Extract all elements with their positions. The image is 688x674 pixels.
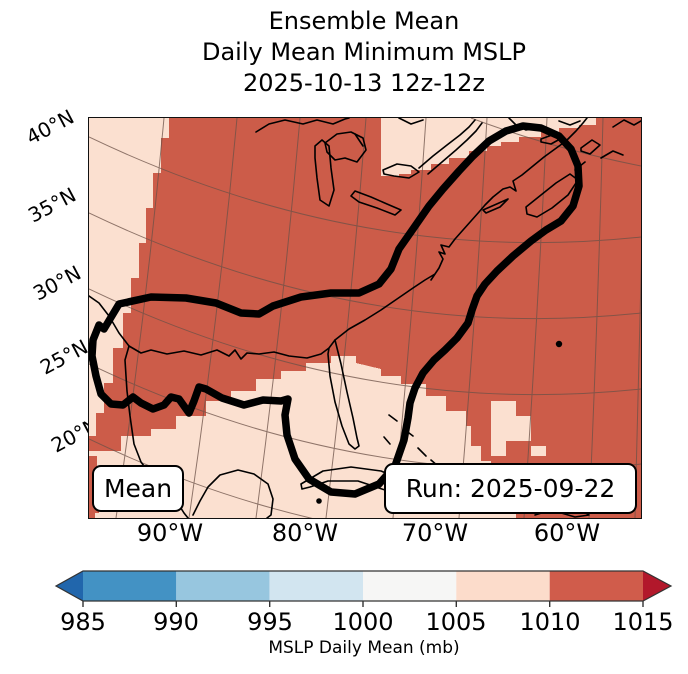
parallel-45n bbox=[470, 118, 641, 167]
colorbar-over-arrow bbox=[643, 571, 671, 601]
meridian-70w bbox=[458, 118, 488, 518]
cape-breton-island bbox=[580, 139, 601, 155]
coast-newfoundland bbox=[612, 119, 641, 128]
meridian-95w bbox=[115, 118, 165, 518]
colorbar-tickmarks bbox=[82, 601, 644, 607]
meridian-55w bbox=[634, 274, 641, 518]
lake-superior bbox=[255, 118, 350, 133]
meridian-60w bbox=[588, 118, 604, 518]
lat-label-30n: 30°N bbox=[29, 260, 85, 306]
cb-tick-1005: 1005 bbox=[425, 608, 487, 636]
cb-tick-985: 985 bbox=[60, 608, 106, 636]
georgian-bay bbox=[354, 133, 364, 147]
title-line-1: Ensemble Mean bbox=[268, 7, 460, 35]
low-band-patch-b bbox=[531, 446, 546, 456]
parallel-40n bbox=[89, 136, 641, 244]
isle-of-youth bbox=[316, 498, 322, 504]
map-axes bbox=[88, 117, 642, 519]
lake-huron bbox=[324, 131, 367, 163]
coast-atlantic-seaboard bbox=[334, 118, 588, 341]
figure-title: Ensemble Mean Daily Mean Minimum MSLP 20… bbox=[88, 6, 640, 99]
coast-quebec-shore bbox=[398, 118, 424, 125]
nova-scotia bbox=[525, 173, 579, 218]
lon-label-90w: 90°W bbox=[136, 519, 204, 547]
coast-top-right-bits bbox=[600, 150, 624, 159]
lat-label-40n: 40°N bbox=[22, 104, 78, 150]
colorbar-seg-1010-1015 bbox=[549, 571, 643, 601]
mean-contour bbox=[89, 122, 583, 498]
run-box-label: Run: 2025-09-22 bbox=[405, 474, 616, 503]
mean-box-label: Mean bbox=[103, 474, 173, 503]
map-canvas bbox=[89, 118, 641, 518]
colorbar-seg-1000-1005 bbox=[363, 571, 457, 601]
colorbar bbox=[54, 570, 673, 607]
title-line-2: Daily Mean Minimum MSLP bbox=[201, 38, 526, 66]
lon-label-60w: 60°W bbox=[533, 519, 601, 547]
bermuda bbox=[555, 340, 563, 348]
colorbar-seg-1005-1010 bbox=[456, 571, 550, 601]
parallel-35n bbox=[89, 212, 641, 320]
cb-tick-1015: 1015 bbox=[612, 608, 674, 636]
meridian-85w bbox=[255, 118, 301, 518]
cb-tick-1010: 1010 bbox=[519, 608, 581, 636]
st-lawrence-river-north bbox=[427, 122, 483, 175]
coast-yucatan bbox=[192, 469, 274, 518]
bahamas-3 bbox=[383, 436, 391, 445]
cb-tick-995: 995 bbox=[247, 608, 293, 636]
lake-erie bbox=[350, 190, 402, 216]
meridian-90w bbox=[188, 118, 238, 518]
long-island bbox=[482, 198, 509, 214]
title-line-3: 2025-10-13 12z-12z bbox=[242, 69, 486, 97]
graticule bbox=[89, 118, 641, 518]
meridian-65w bbox=[523, 118, 548, 518]
run-box: Run: 2025-09-22 bbox=[384, 463, 637, 514]
lon-label-70w: 70°W bbox=[401, 519, 469, 547]
mean-box: Mean bbox=[92, 465, 184, 512]
bahamas-1 bbox=[388, 414, 398, 422]
low-band-st-lawrence bbox=[381, 118, 596, 176]
st-lawrence-river-south bbox=[418, 119, 476, 169]
lon-label-80w: 80°W bbox=[271, 519, 339, 547]
cb-tick-1000: 1000 bbox=[332, 608, 394, 636]
colorbar-seg-990-995 bbox=[176, 571, 270, 601]
cb-tick-990: 990 bbox=[153, 608, 199, 636]
coast-gulf-florida bbox=[89, 295, 360, 450]
parallel-30n bbox=[89, 288, 641, 396]
low-band-west-strip bbox=[89, 118, 169, 436]
low-band-patch-a bbox=[491, 401, 531, 456]
lat-label-35n: 35°N bbox=[24, 182, 80, 228]
lake-ontario bbox=[382, 163, 420, 179]
colorbar-seg-995-1000 bbox=[269, 571, 363, 601]
colorbar-under-arrow bbox=[56, 571, 83, 601]
bahamas-4 bbox=[417, 447, 427, 457]
colorbar-axis-label: MSLP Daily Mean (mb) bbox=[268, 638, 460, 658]
meridian-80w bbox=[325, 118, 367, 518]
colorbar-tick-labels: 985 990 995 1000 1005 1010 1015 bbox=[0, 608, 688, 638]
colorbar-seg-985-990 bbox=[83, 571, 177, 601]
lat-label-25n: 25°N bbox=[36, 334, 92, 380]
anticosti-island bbox=[558, 120, 581, 126]
